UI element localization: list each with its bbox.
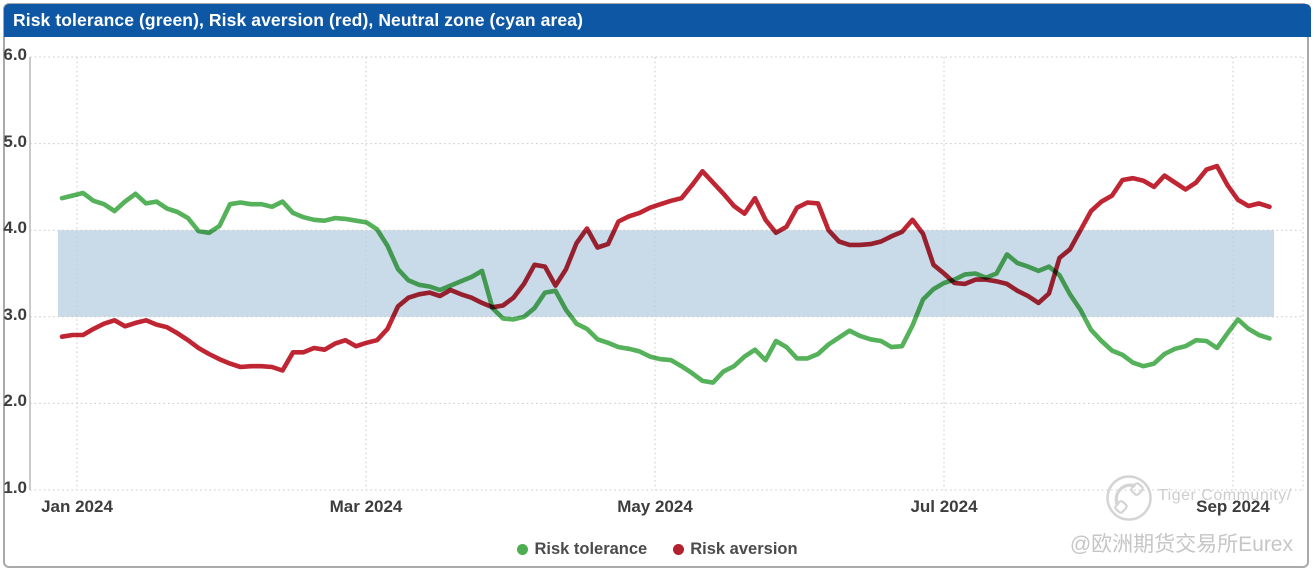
neutral-zone-band bbox=[58, 230, 1274, 317]
y-tick-label: 5.0 bbox=[3, 131, 27, 151]
risk-tolerance-line bbox=[59, 190, 1272, 385]
legend-item-risk-aversion: Risk aversion bbox=[673, 539, 798, 559]
x-tick-label: Sep 2024 bbox=[1196, 497, 1270, 516]
y-tick-label: 1.0 bbox=[3, 478, 27, 497]
y-tick-label: 2.0 bbox=[3, 391, 27, 411]
legend-label: Risk tolerance bbox=[534, 539, 648, 558]
y-tick-label: 6.0 bbox=[3, 45, 27, 64]
chart-title: Risk tolerance (green), Risk aversion (r… bbox=[13, 10, 584, 30]
chart-legend: Risk tolerance Risk aversion bbox=[0, 537, 1315, 561]
chart-title-bar: Risk tolerance (green), Risk aversion (r… bbox=[4, 4, 1311, 37]
y-tick-label: 4.0 bbox=[3, 218, 27, 238]
risk-aversion-dot-icon bbox=[673, 543, 685, 555]
x-tick-label: Mar 2024 bbox=[329, 497, 403, 516]
y-tick-label: 3.0 bbox=[3, 304, 27, 324]
legend-item-risk-tolerance: Risk tolerance bbox=[517, 540, 647, 559]
x-tick-label: Jan 2024 bbox=[41, 497, 113, 516]
x-tick-label: Jul 2024 bbox=[910, 497, 978, 516]
x-tick-label: May 2024 bbox=[617, 497, 693, 516]
legend-label: Risk aversion bbox=[690, 539, 798, 558]
risk-tolerance-dot-icon bbox=[517, 543, 529, 555]
risk-aversion-line bbox=[59, 163, 1272, 373]
